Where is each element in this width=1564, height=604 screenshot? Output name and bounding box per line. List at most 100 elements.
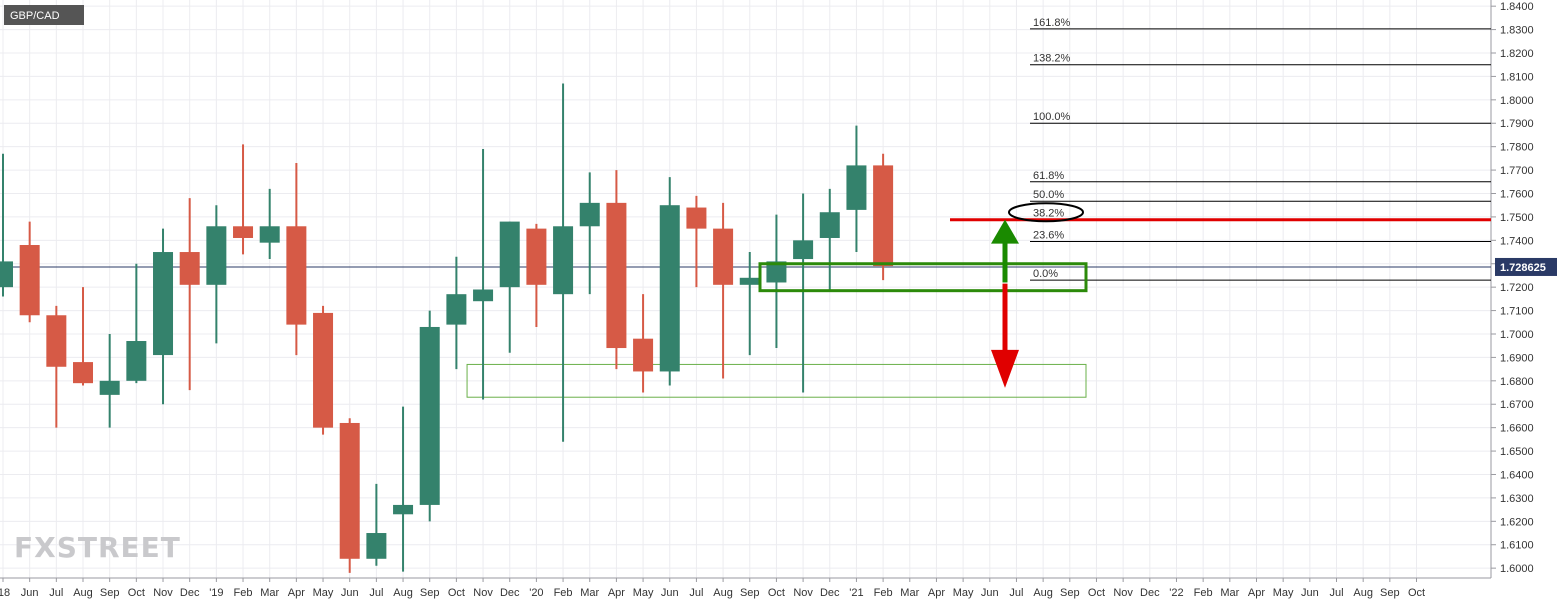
x-tick-label: Aug — [713, 587, 733, 599]
x-tick-label: Oct — [1408, 587, 1425, 599]
symbol-label: GBP/CAD — [10, 10, 60, 22]
candle-body — [793, 240, 814, 260]
x-tick-label: Mar — [260, 587, 279, 599]
arrow-down-head — [991, 349, 1019, 388]
y-tick-label: 1.6500 — [1500, 446, 1534, 458]
y-tick-label: 1.7500 — [1500, 212, 1534, 224]
x-tick-label: '20 — [529, 587, 543, 599]
candle-body — [99, 380, 120, 395]
x-tick-label: Apr — [608, 587, 625, 599]
x-tick-label: Feb — [874, 587, 893, 599]
x-tick-label: Jul — [369, 587, 383, 599]
x-tick-label: Dec — [820, 587, 840, 599]
candle-body — [339, 422, 360, 559]
candle-body — [713, 228, 734, 285]
y-tick-label: 1.6600 — [1500, 423, 1534, 435]
fib-label: 161.8% — [1033, 17, 1071, 29]
y-tick-label: 1.6100 — [1500, 540, 1534, 552]
y-tick-label: 1.6400 — [1500, 469, 1534, 481]
x-tick-label: Aug — [393, 587, 413, 599]
fib-label: 50.0% — [1033, 189, 1064, 201]
x-tick-label: '21 — [849, 587, 863, 599]
candle-body — [739, 277, 760, 285]
candle-body — [153, 252, 174, 356]
x-tick-label: '22 — [1169, 587, 1183, 599]
fib-label: 138.2% — [1033, 53, 1071, 65]
candle-body — [579, 202, 600, 227]
candle-body — [873, 165, 894, 267]
y-tick-label: 1.8200 — [1500, 48, 1534, 60]
x-tick-label: Aug — [1353, 587, 1373, 599]
last-price-badge — [1495, 257, 1557, 276]
x-tick-label: Jun — [21, 587, 39, 599]
watermark: FXSTREET — [14, 531, 181, 564]
x-tick-label: '18 — [0, 587, 10, 599]
candle-body — [73, 362, 94, 384]
x-tick-label: Jun — [1301, 587, 1319, 599]
x-tick-label: Feb — [234, 587, 253, 599]
x-tick-label: May — [953, 587, 974, 599]
y-tick-label: 1.7700 — [1500, 165, 1534, 177]
x-tick-label: Nov — [1113, 587, 1133, 599]
x-tick-label: May — [633, 587, 654, 599]
x-tick-label: May — [1273, 587, 1294, 599]
x-tick-label: May — [313, 587, 334, 599]
candle-body — [446, 294, 467, 325]
arrow-up-head — [991, 219, 1019, 244]
fib-label: 23.6% — [1033, 229, 1064, 241]
x-tick-label: Apr — [288, 587, 305, 599]
y-tick-label: 1.8400 — [1500, 1, 1534, 13]
candle-body — [286, 226, 307, 325]
candle-body — [126, 341, 147, 381]
y-tick-label: 1.7100 — [1500, 306, 1534, 318]
candle-body — [553, 226, 574, 295]
x-tick-label: Sep — [740, 587, 760, 599]
x-tick-label: Feb — [1194, 587, 1213, 599]
fib-label: 100.0% — [1033, 111, 1071, 123]
x-tick-label: Jun — [981, 587, 999, 599]
x-tick-label: Sep — [420, 587, 440, 599]
candle-body — [206, 226, 227, 285]
x-tick-label: Jul — [1329, 587, 1343, 599]
candle-body — [633, 338, 654, 372]
x-tick-label: Apr — [928, 587, 945, 599]
y-tick-label: 1.7900 — [1500, 118, 1534, 130]
y-tick-label: 1.6200 — [1500, 516, 1534, 528]
candle-body — [259, 226, 280, 243]
y-tick-label: 1.6700 — [1500, 399, 1534, 411]
candle-body — [473, 289, 494, 302]
fib-label: 61.8% — [1033, 170, 1064, 182]
fib-label: 38.2% — [1033, 207, 1064, 219]
last-price-label: 1.728625 — [1500, 262, 1546, 274]
candle-body — [526, 228, 547, 285]
support-zone-upper — [758, 262, 1088, 293]
x-tick-label: Dec — [1140, 587, 1160, 599]
x-tick-label: Oct — [128, 587, 145, 599]
candle-body — [46, 315, 67, 367]
x-tick-label: Jun — [341, 587, 359, 599]
x-tick-label: Oct — [768, 587, 785, 599]
x-tick-label: Dec — [180, 587, 200, 599]
y-tick-label: 1.6300 — [1500, 493, 1534, 505]
x-tick-label: Jul — [49, 587, 63, 599]
x-tick-label: Jul — [1009, 587, 1023, 599]
y-tick-label: 1.7200 — [1500, 282, 1534, 294]
candle-body — [19, 245, 40, 316]
x-tick-label: Oct — [1088, 587, 1105, 599]
candle-body — [419, 326, 440, 505]
x-tick-label: Jun — [661, 587, 679, 599]
x-tick-label: Dec — [500, 587, 520, 599]
x-tick-label: Mar — [1220, 587, 1239, 599]
candle-body — [499, 221, 520, 288]
fib-label: 0.0% — [1033, 268, 1058, 280]
candle-body — [179, 252, 200, 285]
candle-body — [819, 212, 840, 238]
x-tick-label: Nov — [473, 587, 493, 599]
candle-body — [606, 202, 627, 349]
candle-body — [366, 533, 387, 559]
symbol-badge — [4, 5, 84, 25]
x-tick-label: Mar — [580, 587, 599, 599]
